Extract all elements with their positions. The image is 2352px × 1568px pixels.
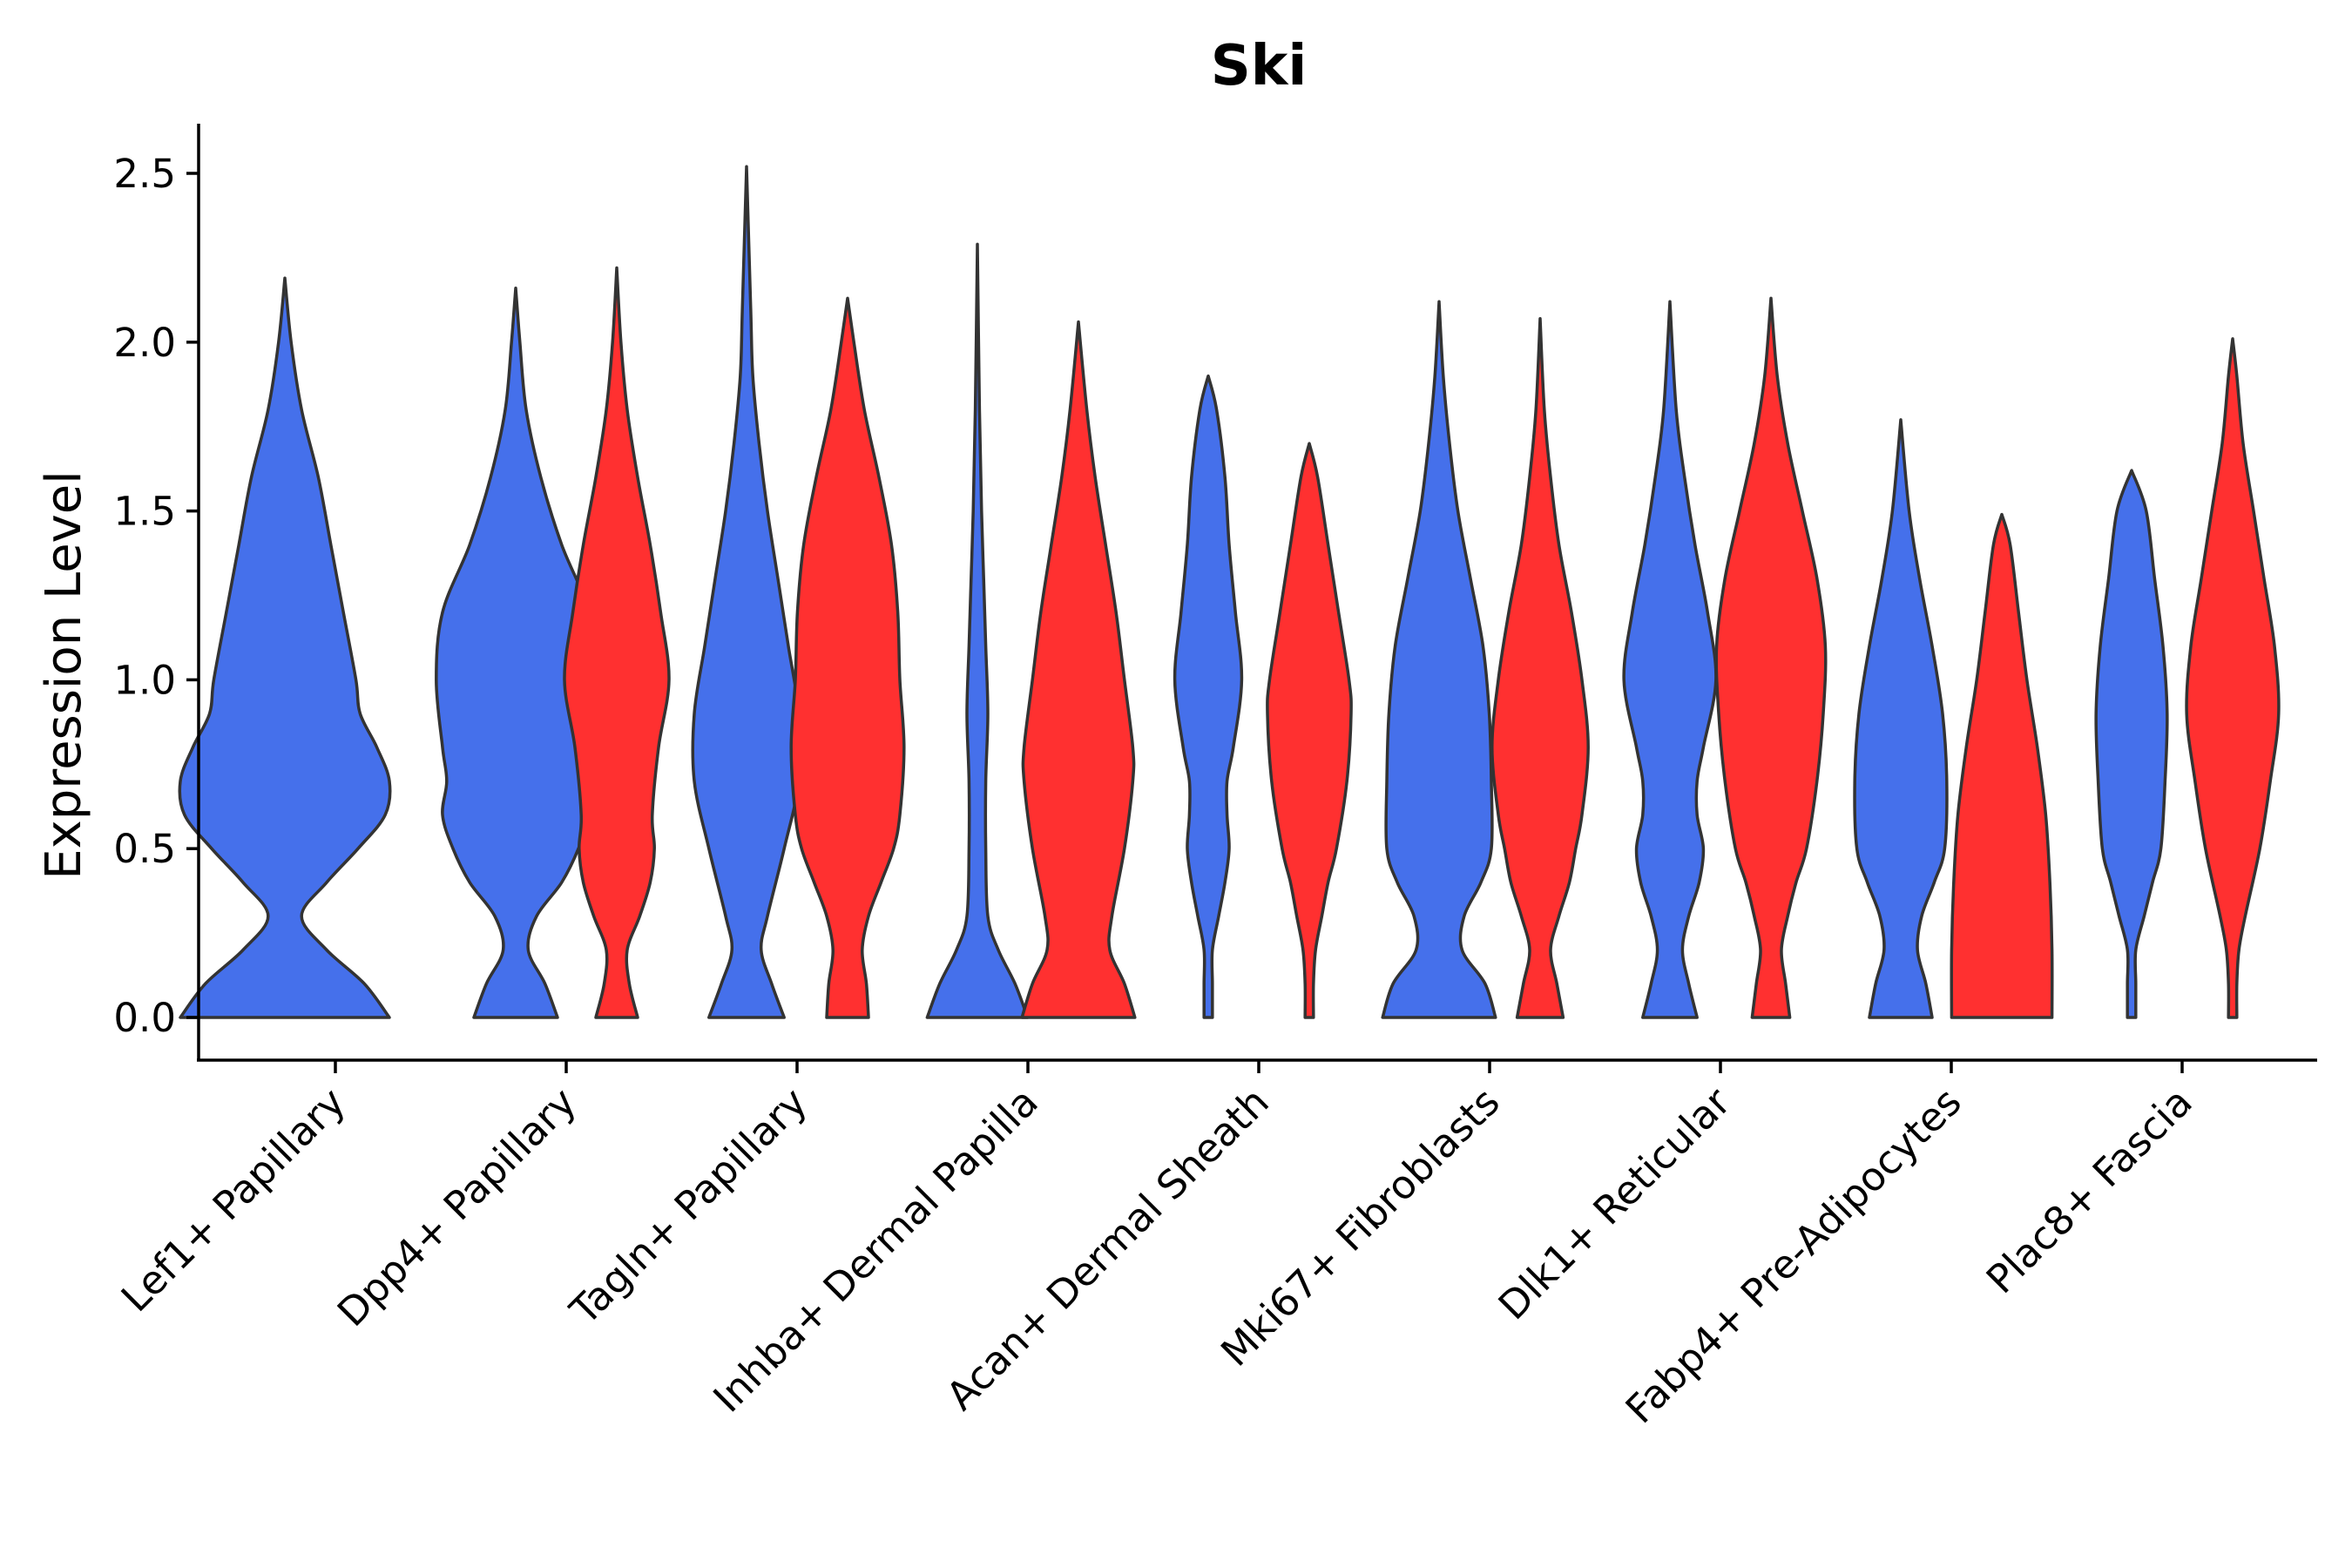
- violin-right-fabp4-pre-adipocytes: [1950, 512, 2054, 1019]
- violin-right-dpp4-papillary: [563, 266, 671, 1019]
- violin-right-inhba-dermal-papilla: [1020, 320, 1137, 1019]
- violin-left-dlk1-reticular: [1622, 300, 1718, 1019]
- y-tick-label: 0.5: [113, 826, 176, 872]
- violins: [178, 165, 2281, 1019]
- x-category-label: Lef1+ Papillary: [112, 1078, 355, 1321]
- violin-right-tagln-papillary: [789, 296, 906, 1019]
- x-category-label: Dpp4+ Papillary: [328, 1078, 585, 1335]
- violin-right-plac8-fascia: [2185, 337, 2281, 1019]
- x-category-label: Tagln+ Papillary: [561, 1078, 816, 1334]
- violin-left-acan-dermal-sheath: [1173, 374, 1244, 1019]
- y-tick-label: 2.0: [113, 320, 176, 366]
- x-category-label: Plac8+ Fascia: [1977, 1078, 2201, 1302]
- violin-left-fabp4-pre-adipocytes: [1853, 418, 1949, 1019]
- violin-left-mki67-fibroblasts: [1381, 300, 1497, 1019]
- violin-right-dlk1-reticular: [1714, 296, 1828, 1019]
- y-tick-label: 2.5: [113, 151, 176, 197]
- violin-right-acan-dermal-sheath: [1266, 442, 1353, 1019]
- x-category-label: Dlk1+ Reticular: [1490, 1078, 1740, 1328]
- y-tick-label: 0.0: [113, 995, 176, 1041]
- violin-right-mki67-fibroblasts: [1490, 316, 1590, 1019]
- violin-left-inhba-dermal-papilla: [925, 242, 1030, 1019]
- y-tick-label: 1.5: [113, 489, 176, 535]
- y-axis-ticks: 0.0 0.5 1.0 1.5 2.0 2.5: [113, 151, 199, 1041]
- violin-left-lef1-papillary: [178, 276, 392, 1019]
- violin-left-tagln-papillary: [691, 165, 802, 1019]
- y-axis-label: Expression Level: [36, 470, 92, 880]
- chart-title: Ski: [1211, 34, 1308, 98]
- violin-left-plac8-fascia: [2094, 469, 2169, 1019]
- y-tick-label: 1.0: [113, 657, 176, 703]
